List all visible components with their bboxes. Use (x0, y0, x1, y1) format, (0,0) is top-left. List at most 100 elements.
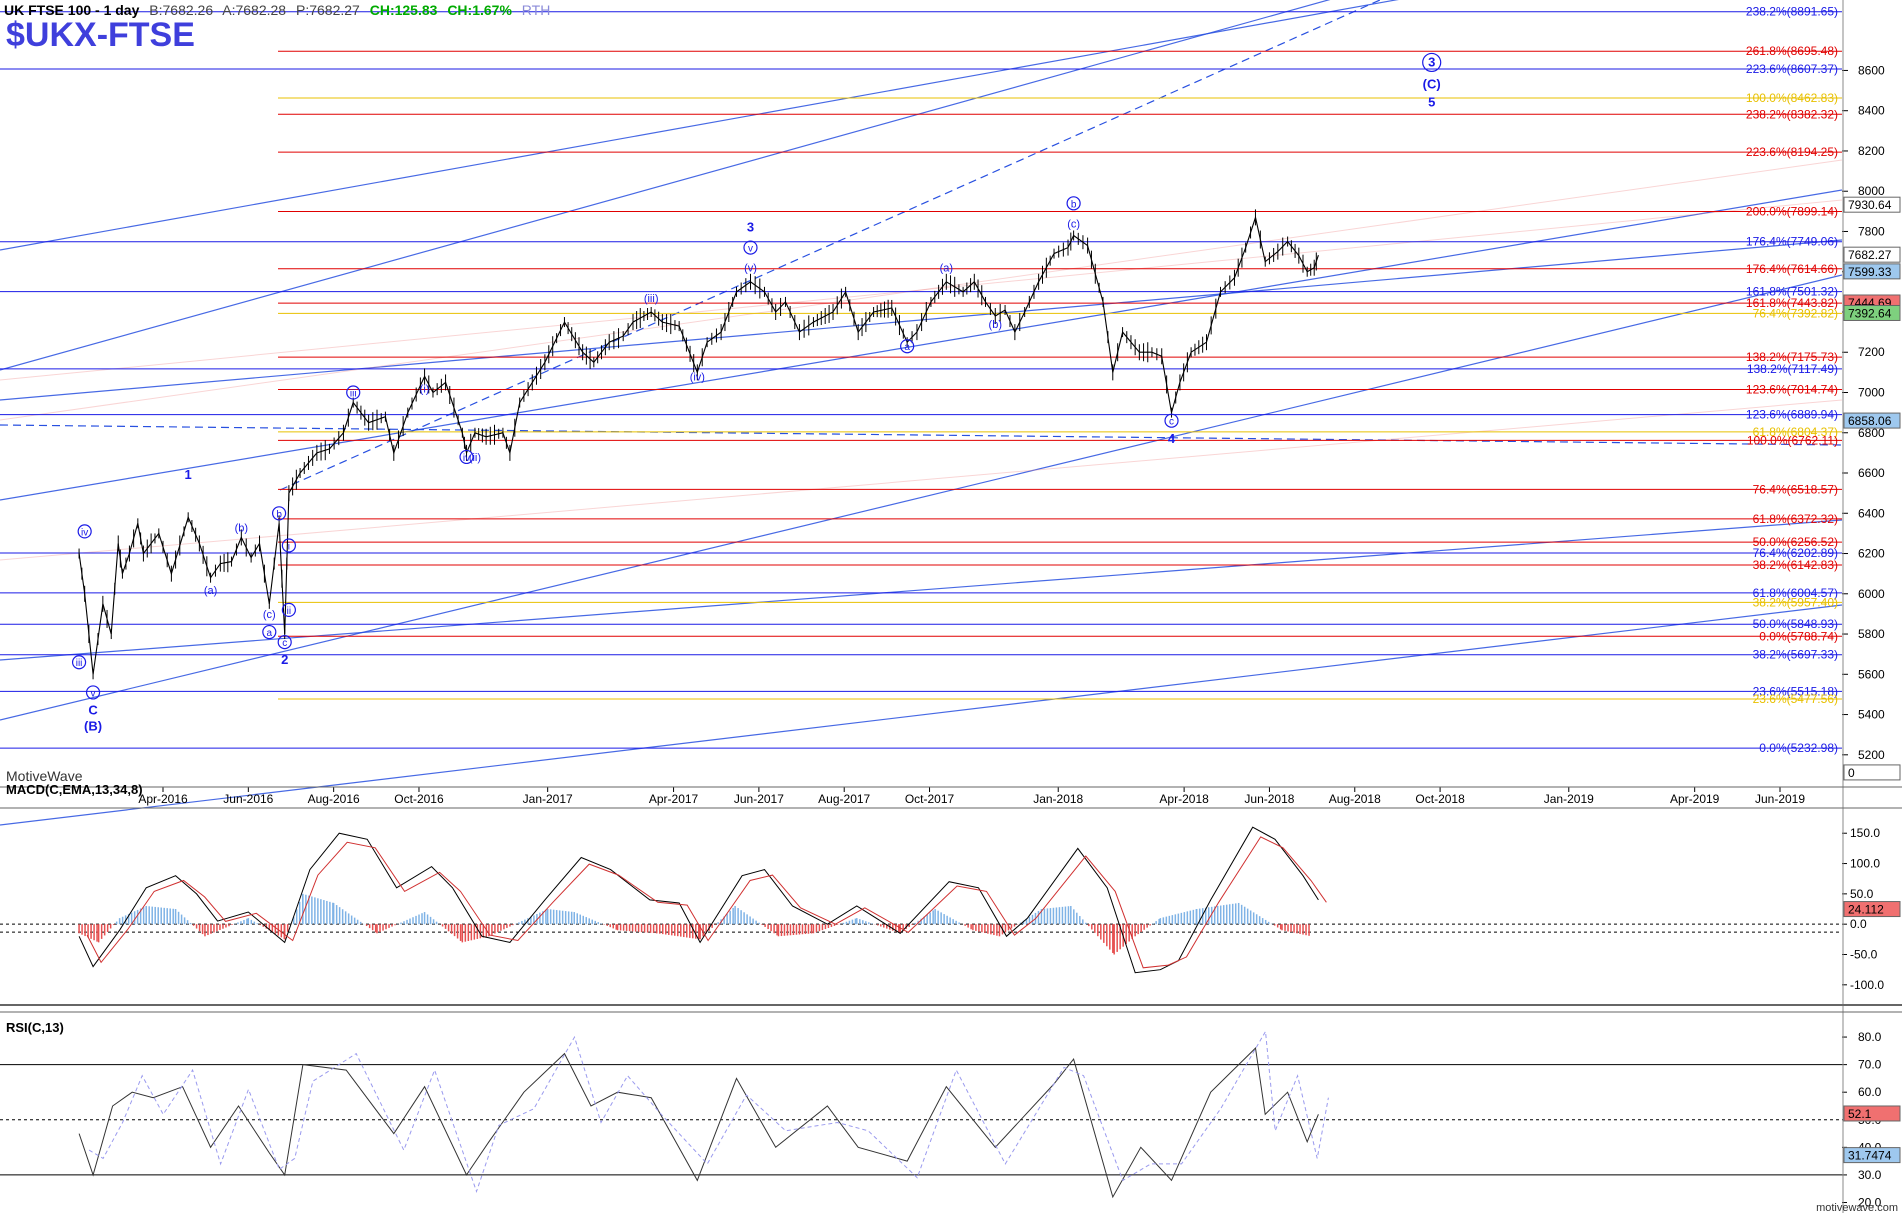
fib-level-label: 76.4%(7392.82) (1753, 306, 1838, 320)
y-tick-label: 8200 (1858, 144, 1885, 158)
fib-level-label: 38.2%(5957.40) (1753, 595, 1838, 609)
wave-label: (a) (204, 585, 217, 597)
dashed-channel-line (0, 425, 1842, 445)
macd-title: MACD(C,EMA,13,34,8) (6, 782, 143, 797)
channel-line (0, 190, 1842, 500)
y-tick-label: 8000 (1858, 184, 1885, 198)
price-tag: 7682.27 (1848, 248, 1892, 262)
fib-level-label: 38.2%(6142.83) (1753, 558, 1838, 572)
watermark: motivewave.com (1816, 1202, 1898, 1214)
fib-level-label: 100.0%(8462.83) (1746, 91, 1838, 105)
fib-level-label: 23.6%(5477.56) (1753, 692, 1838, 706)
faint-line (0, 160, 1842, 420)
x-tick-label: Aug-2018 (1329, 792, 1381, 806)
wave-label: (iii) (644, 293, 659, 305)
faint-line (0, 400, 1842, 560)
macd-y-tick-label: -100.0 (1850, 978, 1884, 992)
wave-label: 4 (1168, 431, 1176, 446)
fib-level-label: 223.6%(8194.25) (1746, 145, 1838, 159)
channel-line (0, 520, 1842, 660)
x-tick-label: Apr-2016 (138, 792, 188, 806)
ask-readout: A:7682.28 (222, 2, 286, 18)
x-tick-label: Jun-2017 (734, 792, 784, 806)
fib-level-label: 76.4%(6518.57) (1753, 482, 1838, 496)
macd-line (79, 827, 1318, 973)
y-tick-label: 6000 (1858, 587, 1885, 601)
macd-y-tick-label: -50.0 (1850, 947, 1878, 961)
wave-label: b (276, 509, 282, 520)
y-tick-label: 6400 (1858, 506, 1885, 520)
wave-label: (b) (235, 522, 248, 534)
wave-label: iv (81, 527, 88, 538)
wave-label: i (288, 542, 290, 553)
wave-label: (b) (989, 319, 1002, 331)
x-tick-label: Apr-2017 (649, 792, 699, 806)
price-tag: 0 (1848, 766, 1855, 780)
wave-label: (i) (420, 384, 430, 396)
rsi-secondary-tag: 31.7474 (1848, 1149, 1892, 1163)
macd-y-tick-label: 100.0 (1850, 857, 1880, 871)
price-pane[interactable]: 238.2%(8891.65) 261.8%(8695.48) 223.6%(860… (0, 0, 1900, 825)
y-tick-label: 5200 (1858, 748, 1885, 762)
fib-level-label: 38.2%(5697.33) (1753, 648, 1838, 662)
fib-level-label: 123.6%(7014.74) (1746, 383, 1838, 397)
x-tick-label: Jan-2018 (1033, 792, 1083, 806)
x-tick-label: Jun-2019 (1755, 792, 1805, 806)
macd-pane[interactable]: 150.0 100.0 50.0 0.0 -50.0 -100.0 24.112 (0, 826, 1900, 992)
rsi-y-tick-label: 30.0 (1858, 1168, 1882, 1182)
x-tick-label: Jan-2017 (523, 792, 573, 806)
wave-label: (c) (1067, 218, 1080, 230)
x-tick-label: Apr-2018 (1159, 792, 1209, 806)
price-tag: 7599.33 (1848, 265, 1892, 279)
fib-level-label: 138.2%(7117.49) (1747, 362, 1838, 376)
wave-label: 1 (185, 467, 192, 482)
x-tick-label: Oct-2017 (905, 792, 955, 806)
rsi-y-tick-label: 80.0 (1858, 1030, 1882, 1044)
x-tick-label: Jun-2018 (1244, 792, 1294, 806)
change-readout: CH:125.83 (370, 2, 438, 18)
channel-line (0, 240, 1842, 400)
fib-level-label: 238.2%(8891.65) (1746, 5, 1838, 19)
wave-label: iii (76, 658, 83, 669)
x-tick-label: Aug-2017 (818, 792, 870, 806)
y-tick-label: 6200 (1858, 547, 1885, 561)
macd-value-tag: 24.112 (1848, 903, 1884, 917)
wave-label: (B) (84, 719, 102, 734)
change-pct-readout: CH:1.67% (447, 2, 512, 18)
fib-level-label: 261.8%(8695.48) (1746, 44, 1838, 58)
price-tag: 6858.06 (1848, 414, 1892, 428)
macd-y-tick-label: 50.0 (1850, 887, 1874, 901)
ticker-symbol: $UKX-FTSE (6, 16, 195, 55)
channel-line (0, 0, 1842, 250)
x-tick-label: Oct-2016 (394, 792, 444, 806)
y-tick-label: 8600 (1858, 63, 1885, 77)
wave-label: (a) (940, 263, 953, 275)
fib-level-label: 123.6%(6889.94) (1746, 408, 1838, 422)
y-tick-label: 5400 (1858, 708, 1885, 722)
y-tick-label: 7000 (1858, 386, 1885, 400)
wave-label: b (1071, 199, 1077, 210)
wave-label: v (748, 244, 753, 255)
y-tick-label: 8400 (1858, 104, 1885, 118)
wave-label: (c) (263, 609, 276, 621)
fib-level-label: 238.2%(8382.32) (1746, 107, 1838, 121)
wave-label: a (904, 342, 910, 353)
y-tick-label: 7200 (1858, 345, 1885, 359)
macd-y-tick-label: 150.0 (1850, 826, 1880, 840)
wave-label: (ii) (469, 452, 481, 464)
dashed-channel-line (280, 0, 1380, 490)
channel-line (0, 275, 1842, 720)
last-readout: P:7682.27 (296, 2, 360, 18)
wave-label: C (88, 703, 98, 718)
fib-level-label: 223.6%(8607.37) (1746, 62, 1838, 76)
fib-level-label: 61.8%(6372.32) (1753, 512, 1838, 526)
x-tick-label: Oct-2018 (1415, 792, 1465, 806)
rsi-title: RSI(C,13) (6, 1020, 64, 1035)
y-tick-label: 6600 (1858, 466, 1885, 480)
rsi-value-tag: 52.1 (1848, 1107, 1872, 1121)
fib-level-label: 176.4%(7749.06) (1746, 235, 1838, 249)
wave-label: a (267, 628, 273, 639)
rsi-pane[interactable]: 80.070.060.050.040.030.020.052.131.7474 (0, 1030, 1900, 1209)
wave-label: 2 (281, 652, 288, 667)
